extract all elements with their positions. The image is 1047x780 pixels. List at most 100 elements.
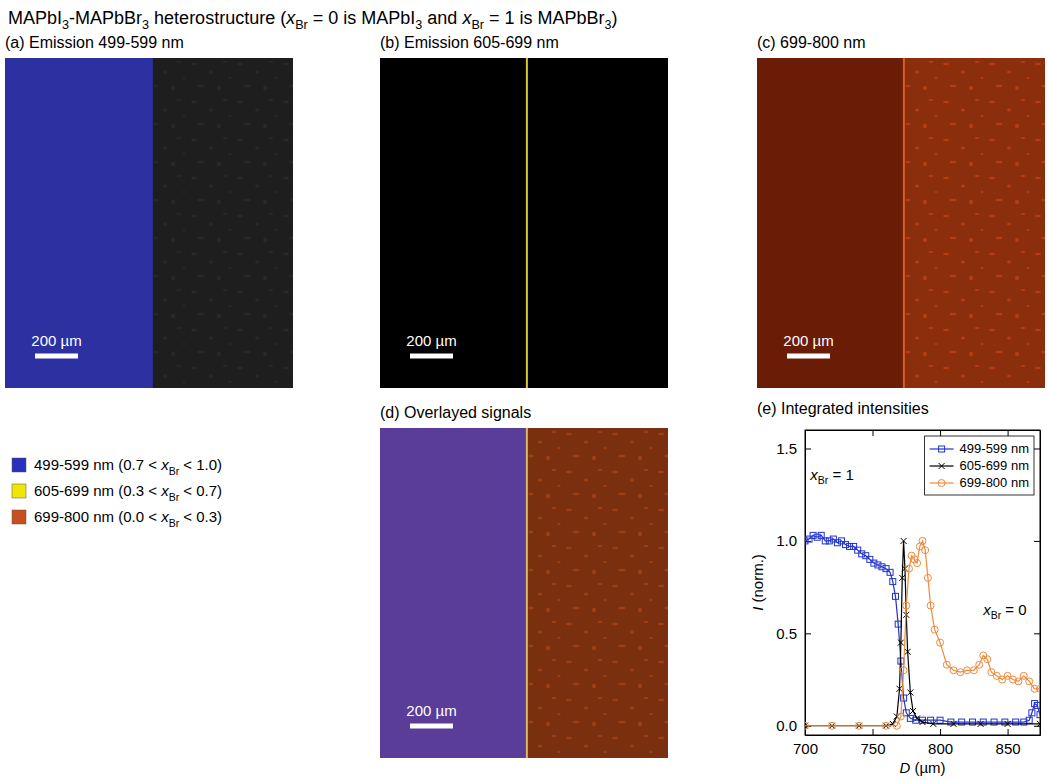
marker-shape bbox=[871, 560, 877, 566]
marker bbox=[890, 579, 896, 585]
marker-shape bbox=[1029, 710, 1035, 716]
marker bbox=[1015, 678, 1022, 685]
marker bbox=[984, 656, 991, 663]
marker bbox=[1005, 721, 1011, 727]
marker-shape bbox=[1037, 685, 1041, 692]
marker-shape bbox=[847, 543, 853, 549]
legend-box bbox=[925, 436, 1034, 495]
marker bbox=[892, 593, 898, 599]
marker bbox=[914, 715, 920, 721]
marker bbox=[879, 564, 885, 570]
marker-shape bbox=[883, 566, 889, 572]
marker-shape bbox=[1037, 721, 1040, 727]
text-run: = 1 is MAPb bbox=[484, 8, 587, 28]
marker bbox=[1026, 717, 1032, 723]
marker bbox=[875, 562, 881, 568]
legend-entries: 499-599 nm605-699 nm699-800 nm bbox=[930, 441, 1029, 490]
text-run: = 0 bbox=[1001, 601, 1026, 618]
marker-shape bbox=[1026, 678, 1033, 685]
marker-shape bbox=[810, 532, 816, 538]
marker-shape bbox=[894, 714, 900, 720]
legend-marker bbox=[939, 463, 945, 469]
tick-mark bbox=[1034, 633, 1040, 634]
tick-label: 800 bbox=[928, 740, 953, 757]
marker bbox=[937, 717, 943, 723]
marker bbox=[902, 566, 908, 572]
marker-shape bbox=[937, 639, 944, 646]
marker-shape bbox=[964, 667, 971, 674]
text-run: 3 bbox=[62, 18, 69, 32]
image-panel: 200 µm(c) 699-800 nm bbox=[757, 34, 1045, 388]
marker-shape bbox=[895, 621, 901, 627]
text-run: = 1 bbox=[828, 466, 853, 483]
tick-mark bbox=[805, 448, 811, 449]
text-run: Br bbox=[471, 18, 484, 32]
marker-shape bbox=[943, 661, 950, 668]
text-run: < 0.7) bbox=[179, 482, 222, 499]
marker-shape bbox=[855, 547, 861, 553]
marker-shape bbox=[919, 537, 926, 544]
text-run: < 0.3) bbox=[179, 508, 222, 525]
marker bbox=[834, 540, 840, 546]
legend: 499-599 nm605-699 nm699-800 nm bbox=[925, 436, 1034, 495]
marker-shape bbox=[939, 463, 945, 469]
panel-title: (b) Emission 605-699 nm bbox=[380, 34, 559, 51]
marker-shape bbox=[903, 602, 910, 609]
marker-shape bbox=[950, 667, 957, 674]
image-interface bbox=[151, 58, 153, 388]
marker-shape bbox=[924, 574, 931, 581]
marker-shape bbox=[927, 602, 934, 609]
marker-shape bbox=[920, 719, 926, 725]
image-texture bbox=[529, 428, 668, 758]
tick-label: 1.0 bbox=[776, 532, 797, 549]
marker bbox=[897, 686, 903, 692]
image-texture bbox=[906, 58, 1045, 388]
marker-shape bbox=[900, 667, 907, 674]
text-run: Br bbox=[169, 517, 180, 529]
series-line bbox=[805, 535, 1040, 722]
marker-shape bbox=[1020, 672, 1027, 679]
marker-shape bbox=[914, 560, 921, 567]
legend-label: 605-699 nm bbox=[960, 458, 1029, 473]
marker bbox=[1026, 678, 1033, 685]
marker bbox=[899, 575, 905, 581]
marker-shape bbox=[937, 717, 943, 723]
text-run: heterostructure ( bbox=[149, 8, 286, 28]
color-key-label: 699-800 nm (0.0 < xBr < 0.3) bbox=[34, 508, 222, 529]
legend-marker bbox=[939, 446, 945, 452]
marker bbox=[1037, 712, 1040, 718]
image-region-left bbox=[757, 58, 904, 388]
marker-shape bbox=[910, 708, 916, 714]
marker-shape bbox=[875, 562, 881, 568]
tick: 1.5 bbox=[776, 440, 811, 457]
image-region-left bbox=[380, 428, 527, 758]
marker bbox=[914, 560, 921, 567]
marker bbox=[951, 721, 957, 727]
marker-shape bbox=[826, 538, 832, 544]
marker bbox=[1034, 702, 1040, 708]
y-axis: 0.00.51.01.5 bbox=[776, 431, 811, 736]
text-run: 499-599 nm (0.7 < bbox=[34, 456, 161, 473]
color-key-label: 499-599 nm (0.7 < xBr < 1.0) bbox=[34, 456, 222, 477]
text-run: Br bbox=[124, 8, 142, 28]
text-run: Br bbox=[587, 8, 605, 28]
image-area bbox=[5, 58, 293, 388]
marker-shape bbox=[893, 722, 900, 729]
tick: 800 bbox=[928, 729, 953, 757]
marker-shape bbox=[863, 553, 869, 559]
x-axis-top bbox=[806, 430, 1041, 436]
annotation: xBr = 0 bbox=[982, 601, 1026, 622]
marker bbox=[910, 708, 916, 714]
color-key-swatch bbox=[12, 510, 26, 524]
tick-mark bbox=[940, 729, 941, 735]
legend-entry: 499-599 nm bbox=[930, 441, 1029, 456]
scale-bar bbox=[410, 354, 453, 359]
scale-bar bbox=[410, 724, 453, 729]
marker-shape bbox=[814, 534, 820, 540]
marker bbox=[957, 669, 964, 676]
marker-shape bbox=[901, 538, 907, 544]
text-run: 3 bbox=[415, 18, 422, 32]
marker bbox=[930, 721, 936, 727]
marker bbox=[814, 534, 820, 540]
marker-shape bbox=[1037, 712, 1040, 718]
